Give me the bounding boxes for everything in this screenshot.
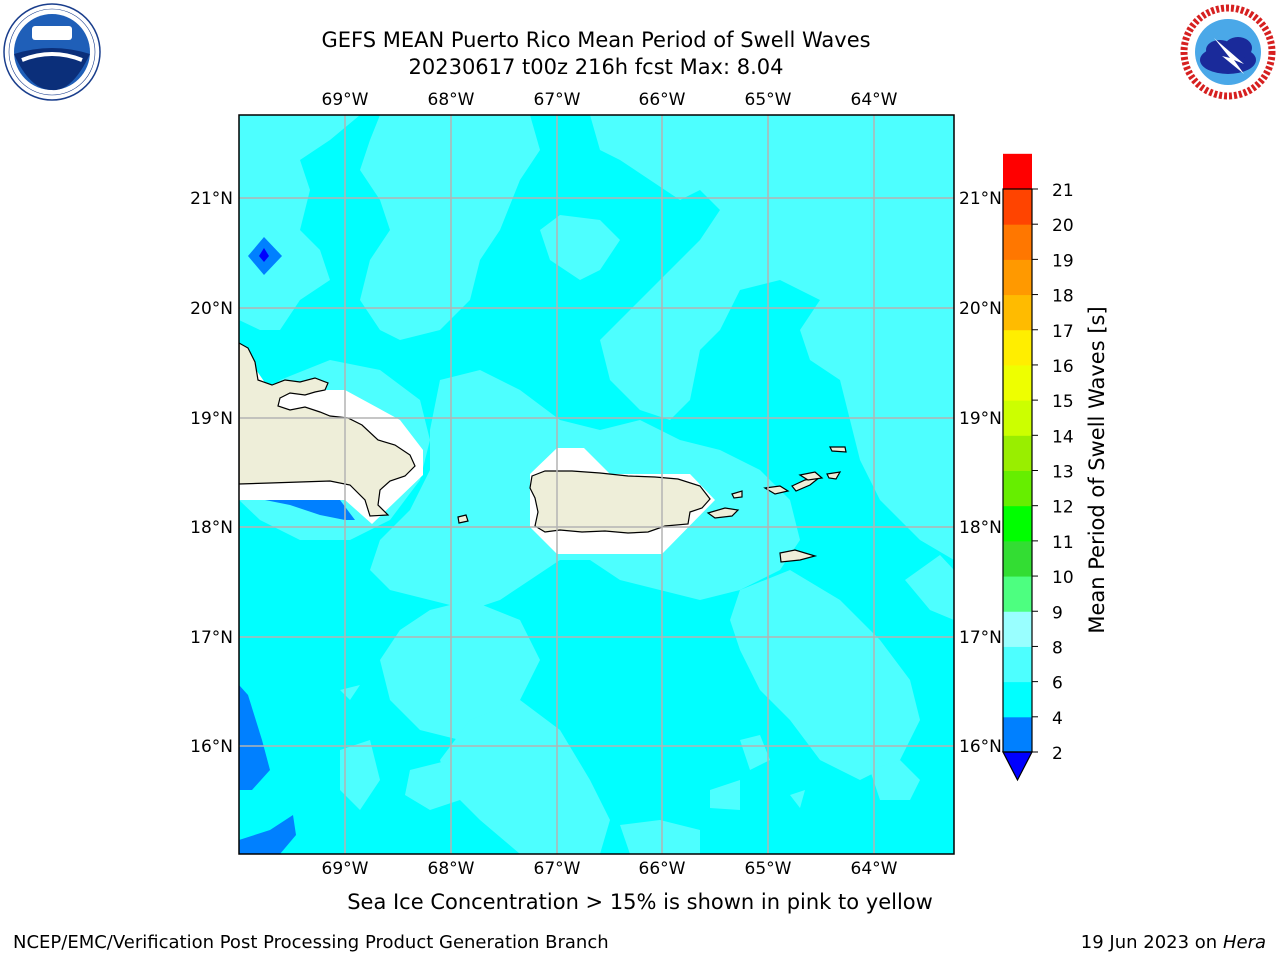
- longitude-labels-top: 69°W 68°W 67°W 66°W 65°W 64°W: [322, 90, 898, 110]
- lon-label: 64°W: [851, 90, 898, 110]
- colorbar-swatch: [1003, 259, 1032, 296]
- map-frame: [238, 114, 955, 855]
- lon-label: 69°W: [322, 859, 369, 879]
- nws-logo-icon: [1180, 4, 1276, 100]
- footer-branch: NCEP/EMC/Verification Post Processing Pr…: [13, 932, 609, 953]
- footer-host: Hera: [1222, 932, 1266, 953]
- colorbar-tick-label: 15: [1052, 392, 1074, 412]
- lat-label: 21°N: [190, 189, 233, 209]
- colorbar-swatch: [1003, 294, 1032, 331]
- colorbar-tick-label: 6: [1052, 674, 1063, 694]
- colorbar-swatch: [1003, 681, 1032, 718]
- colorbar-tick-label: 9: [1052, 603, 1063, 623]
- lon-label: 68°W: [428, 90, 475, 110]
- chart-subtitle: 20230617 t00z 216h fcst Max: 8.04: [408, 55, 784, 79]
- map-gridlines: [239, 115, 954, 854]
- coastline-land: [239, 342, 847, 563]
- colorbar-tick-label: 4: [1052, 709, 1063, 729]
- colorbar-swatch: [1003, 470, 1032, 507]
- colorbar-tick-label: 16: [1052, 357, 1074, 377]
- colorbar-swatch: [1003, 611, 1032, 647]
- lon-label: 65°W: [745, 90, 792, 110]
- lon-label: 69°W: [322, 90, 369, 110]
- lon-label: 68°W: [428, 859, 475, 879]
- lon-label: 66°W: [639, 90, 686, 110]
- lon-label: 67°W: [534, 859, 581, 879]
- contour-2-4-regions: [259, 248, 269, 262]
- colorbar-swatch: [1003, 189, 1032, 225]
- lat-label: 17°N: [190, 628, 233, 648]
- colorbar-tick-label: 17: [1052, 322, 1074, 342]
- colorbar-tick-label: 14: [1052, 427, 1074, 447]
- colorbar-swatch: [1003, 505, 1032, 542]
- contour-8-9-regions: [239, 115, 954, 854]
- lat-label: 16°N: [959, 737, 1002, 757]
- lon-label: 65°W: [745, 859, 792, 879]
- colorbar-swatch: [1003, 540, 1032, 577]
- noaa-logo-icon: [3, 3, 101, 101]
- lat-label: 18°N: [190, 518, 233, 538]
- colorbar-swatch: [1003, 364, 1032, 401]
- colorbar-tick-label: 18: [1052, 287, 1074, 307]
- lon-label: 66°W: [639, 859, 686, 879]
- lon-label: 67°W: [534, 90, 581, 110]
- colorbar-swatch: [1003, 576, 1032, 612]
- chart-title: GEFS MEAN Puerto Rico Mean Period of Swe…: [321, 28, 871, 52]
- lat-label: 21°N: [959, 189, 1002, 209]
- colorbar-tick-label: 8: [1052, 638, 1063, 658]
- lat-label: 19°N: [959, 409, 1002, 429]
- colorbar-tick-label: 12: [1052, 498, 1074, 518]
- lat-label: 19°N: [190, 409, 233, 429]
- colorbar-title: Mean Period of Swell Waves [s]: [1085, 306, 1109, 634]
- colorbar-swatch: [1003, 716, 1032, 753]
- colorbar-swatch: [1003, 400, 1032, 436]
- lat-label: 18°N: [959, 518, 1002, 538]
- colorbar-tick-label: 21: [1052, 181, 1074, 201]
- swell-period-field: [239, 115, 954, 854]
- colorbar-tick-label: 11: [1052, 533, 1074, 553]
- colorbar-swatch: [1003, 435, 1032, 471]
- contour-4-6-regions: [239, 237, 355, 854]
- colorbar-tick-label: 19: [1052, 251, 1074, 271]
- lat-label: 20°N: [190, 299, 233, 319]
- colorbar-tick-label: 2: [1052, 744, 1063, 764]
- colorbar: 2 4 6 8 9 10 11 12 13 14 15 16 17 18 19 20 21: [1002, 153, 1074, 782]
- colorbar-swatch: [1003, 153, 1032, 190]
- lat-label: 16°N: [190, 737, 233, 757]
- colorbar-swatch: [1003, 224, 1032, 260]
- colorbar-swatch: [1003, 329, 1032, 366]
- lat-label: 20°N: [959, 299, 1002, 319]
- colorbar-tick-label: 10: [1052, 568, 1074, 588]
- longitude-labels-bottom: 69°W 68°W 67°W 66°W 65°W 64°W: [322, 859, 898, 879]
- colorbar-tick-label: 20: [1052, 216, 1074, 236]
- lon-label: 64°W: [851, 859, 898, 879]
- colorbar-extend-arrow: [1002, 751, 1033, 782]
- latitude-labels-left: 21°N 20°N 19°N 18°N 17°N 16°N: [190, 189, 233, 757]
- colorbar-tick-label: 13: [1052, 463, 1074, 483]
- footer-date: 19 Jun 2023 on Hera: [1080, 932, 1266, 953]
- colorbar-swatch: [1003, 646, 1032, 683]
- latitude-labels-right: 21°N 20°N 19°N 18°N 17°N 16°N: [959, 189, 1002, 757]
- lat-label: 17°N: [959, 628, 1002, 648]
- sea-ice-caption: Sea Ice Concentration > 15% is shown in …: [347, 890, 933, 914]
